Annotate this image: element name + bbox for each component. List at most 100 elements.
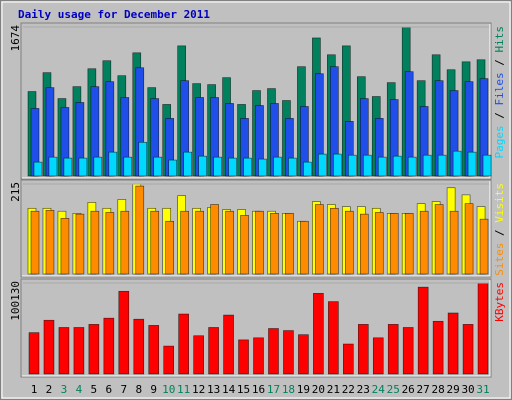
bar	[372, 337, 384, 375]
y-tick-label: 1674	[9, 25, 22, 52]
legend: Sites / Visits	[493, 183, 506, 276]
bar	[150, 210, 160, 275]
bar	[73, 327, 85, 375]
legend-separator: /	[493, 53, 506, 73]
bar	[419, 210, 429, 275]
legend-separator: /	[493, 223, 506, 243]
bar	[228, 157, 237, 177]
legend: Pages / Files / Hits	[493, 26, 506, 159]
x-tick-label: 27	[417, 383, 430, 396]
bar	[133, 318, 145, 375]
bar	[464, 203, 474, 275]
x-tick-label: 13	[207, 383, 220, 396]
bar	[238, 339, 249, 375]
legend-entry: Visits	[493, 183, 506, 223]
bar	[285, 213, 294, 275]
bar	[208, 327, 219, 375]
bar	[270, 213, 279, 275]
legend-entry: Pages	[493, 125, 506, 158]
bar	[422, 154, 432, 177]
bar	[477, 282, 489, 375]
bar	[437, 154, 447, 177]
x-tick-label: 20	[312, 383, 325, 396]
bar	[225, 210, 234, 275]
x-tick-label: 2	[46, 383, 53, 396]
x-tick-label: 19	[297, 383, 310, 396]
bar	[210, 204, 219, 275]
bar	[258, 158, 267, 177]
x-tick-label: 24	[372, 383, 386, 396]
legend-separator: /	[493, 106, 506, 126]
bar	[223, 314, 234, 375]
bar	[45, 210, 55, 275]
bar	[78, 157, 88, 177]
bar	[30, 210, 40, 275]
x-tick-label: 17	[267, 383, 280, 396]
bar	[333, 153, 342, 177]
bar	[298, 334, 309, 375]
bar	[178, 313, 189, 375]
bar	[148, 325, 160, 375]
bar	[135, 185, 145, 275]
bar	[315, 204, 324, 275]
bar	[377, 156, 387, 177]
bar	[362, 154, 372, 177]
y-tick-label: 215	[9, 182, 22, 202]
legend-entry: Hits	[493, 26, 506, 53]
x-tick-label: 22	[342, 383, 355, 396]
bar	[180, 210, 189, 275]
bar	[268, 328, 279, 375]
bar	[432, 320, 444, 375]
bar	[183, 151, 192, 177]
x-tick-label: 5	[91, 383, 98, 396]
bar	[195, 210, 204, 275]
bar	[343, 343, 354, 375]
bar	[163, 345, 175, 375]
bar	[359, 213, 369, 275]
bar	[345, 210, 354, 275]
bar	[103, 317, 115, 375]
bar	[404, 213, 414, 275]
panel-edge	[22, 181, 491, 277]
bar	[313, 293, 324, 375]
bar	[198, 155, 207, 177]
bar	[303, 161, 312, 177]
bar	[402, 327, 414, 375]
x-tick-label: 14	[222, 383, 236, 396]
bar	[374, 212, 384, 275]
x-tick-label: 6	[106, 383, 113, 396]
x-tick-label: 28	[432, 383, 445, 396]
x-tick-label: 16	[252, 383, 265, 396]
x-tick-label: 31	[476, 383, 489, 396]
bar	[392, 155, 402, 177]
x-tick-label: 1	[31, 383, 38, 396]
bar	[357, 324, 369, 375]
bar	[482, 154, 492, 177]
bar	[118, 290, 130, 375]
bar	[213, 156, 222, 177]
bar	[60, 218, 70, 275]
x-tick-label: 9	[150, 383, 157, 396]
x-tick-label: 4	[76, 383, 83, 396]
bar	[407, 156, 417, 177]
bar	[63, 157, 73, 177]
bar	[452, 150, 462, 177]
bar	[120, 210, 130, 275]
x-tick-label: 23	[357, 383, 370, 396]
bar	[33, 161, 43, 177]
x-tick-label: 25	[387, 383, 400, 396]
bar	[434, 204, 444, 275]
x-tick-label: 26	[402, 383, 415, 396]
panel-edge	[22, 280, 491, 377]
bar	[88, 324, 100, 375]
x-tick-label: 29	[446, 383, 459, 396]
x-tick-label: 11	[177, 383, 190, 396]
bar	[28, 332, 40, 375]
bar	[348, 154, 357, 177]
bar	[58, 327, 70, 375]
bar	[389, 213, 399, 275]
bar	[417, 286, 429, 375]
bar	[90, 210, 100, 275]
bar	[449, 210, 459, 275]
